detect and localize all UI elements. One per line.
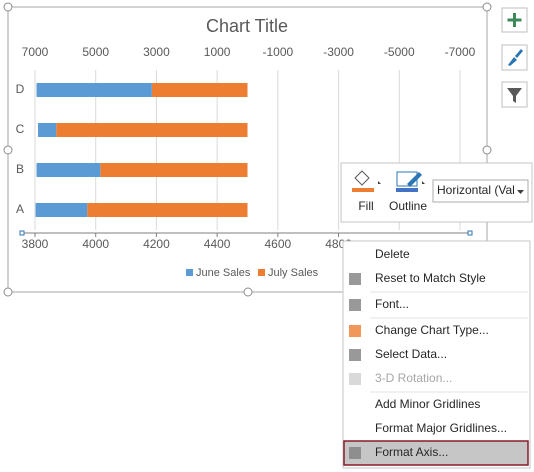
axis-handle xyxy=(467,230,473,236)
x-tick-label: -5000 xyxy=(384,45,415,59)
chart-title: Chart Title xyxy=(206,16,288,36)
bar xyxy=(36,83,152,97)
menu-icon xyxy=(349,273,361,285)
context-menu: Delete Reset to Match Style Font... Change … xyxy=(342,240,531,469)
menu-icon xyxy=(349,299,361,311)
bar xyxy=(87,203,248,217)
bar xyxy=(35,203,88,217)
axis-handle xyxy=(19,230,25,236)
menu-item[interactable]: Select Data... xyxy=(375,347,447,361)
menu-item[interactable]: Format Axis... xyxy=(375,445,448,459)
outline-color xyxy=(396,188,418,192)
menu-item[interactable]: Add Minor Gridlines xyxy=(375,397,480,411)
bar xyxy=(100,163,248,177)
bar xyxy=(151,83,248,97)
legend-swatch xyxy=(258,269,265,276)
pencil-icon xyxy=(407,172,422,187)
y-tick-label: C xyxy=(16,122,25,136)
x-tick-label: 7000 xyxy=(22,45,49,59)
x2-tick-label: 3800 xyxy=(22,237,49,251)
brush-icon xyxy=(508,49,523,66)
legend-label: June Sales xyxy=(196,267,251,279)
menu-item: 3-D Rotation... xyxy=(375,371,452,385)
x2-tick-label: 4400 xyxy=(204,237,231,251)
bar xyxy=(38,123,57,137)
element-dropdown[interactable] xyxy=(432,179,529,203)
x-tick-label: 3000 xyxy=(143,45,170,59)
x-tick-label: -3000 xyxy=(323,45,354,59)
x2-tick-label: 4600 xyxy=(265,237,292,251)
menu-item[interactable]: Reset to Match Style xyxy=(375,271,486,285)
dropdown-text: Horizontal (Val xyxy=(437,183,515,197)
x-tick-label: -1000 xyxy=(263,45,294,59)
fill-label[interactable]: Fill xyxy=(358,199,373,213)
menu-item[interactable]: Format Major Gridlines... xyxy=(375,421,507,435)
plus-icon xyxy=(507,13,522,27)
menu-icon xyxy=(349,373,361,385)
fill-color xyxy=(352,188,374,192)
y-tick-label: A xyxy=(16,202,24,216)
fill-icon[interactable] xyxy=(354,170,370,186)
y-tick-label: D xyxy=(16,82,25,96)
dropdown-arrow xyxy=(517,190,524,194)
menu-icon xyxy=(349,325,361,337)
menu-highlight xyxy=(343,440,529,466)
legend-swatch xyxy=(186,269,193,276)
menu-icon xyxy=(349,349,361,361)
legend-label: July Sales xyxy=(268,267,319,279)
chart-buttons xyxy=(501,7,528,108)
outline-arrow[interactable] xyxy=(422,181,425,184)
bar xyxy=(56,123,248,137)
menu-icon xyxy=(349,447,361,459)
x2-tick-label: 4200 xyxy=(143,237,170,251)
y-tick-label: B xyxy=(16,162,24,176)
bar xyxy=(36,163,101,177)
menu-item[interactable]: Delete xyxy=(375,247,410,261)
filter-icon xyxy=(507,88,522,103)
x-tick-label: -7000 xyxy=(445,45,476,59)
menu-box xyxy=(342,240,531,469)
x-tick-label: 1000 xyxy=(204,45,231,59)
outline-label[interactable]: Outline xyxy=(389,199,427,213)
menu-item[interactable]: Change Chart Type... xyxy=(375,323,489,337)
x2-tick-label: 4000 xyxy=(82,237,109,251)
x-tick-label: 5000 xyxy=(82,45,109,59)
fill-arrow[interactable] xyxy=(378,181,381,184)
menu-item[interactable]: Font... xyxy=(375,297,409,311)
mini-toolbar: Fill Outline Horizontal (Val xyxy=(340,162,533,223)
